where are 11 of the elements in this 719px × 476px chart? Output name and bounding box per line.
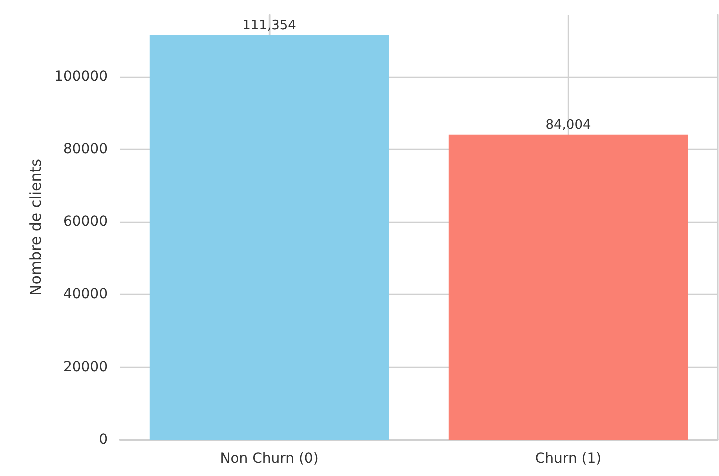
y-tick-label: 20000 — [63, 359, 108, 376]
y-tick-label: 40000 — [63, 286, 108, 303]
data-label: 111,354 — [242, 18, 296, 34]
y-tick-label: 100000 — [54, 68, 108, 85]
y-axis-title: Nombre de clients — [27, 158, 46, 296]
y-tick-label: 60000 — [63, 214, 108, 230]
x-tick-label: Non Churn (0) — [220, 451, 319, 467]
x-tick-label: Churn (1) — [535, 451, 602, 467]
data-label: 84,004 — [546, 118, 592, 133]
y-tick-label: 0 — [99, 432, 108, 448]
y-tick-label: 80000 — [63, 141, 108, 158]
